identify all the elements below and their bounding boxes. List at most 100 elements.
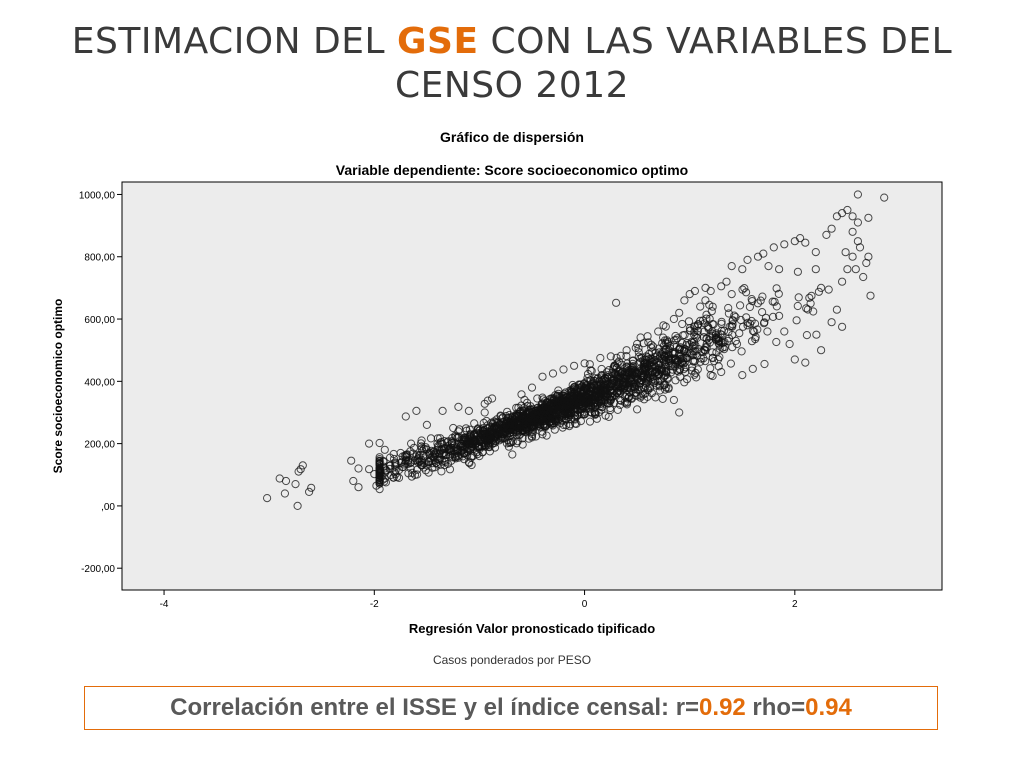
scatter-point	[698, 316, 708, 325]
scatter-point	[508, 450, 517, 459]
y-axis: 1000,00 800,00 600,00 400,00 200,00 ,00 -200,0…	[79, 190, 122, 575]
scatter-point	[426, 448, 435, 457]
scatter-point	[753, 299, 763, 308]
scatter-point	[859, 272, 868, 282]
scatter-point	[756, 296, 765, 305]
scatter-point	[459, 437, 468, 446]
scatter-point	[625, 384, 634, 393]
scatter-point	[354, 483, 363, 492]
scatter-point	[464, 458, 473, 467]
scatter-point	[443, 459, 452, 468]
scatter-point	[651, 393, 660, 402]
scatter-point	[606, 352, 615, 361]
scatter-point	[538, 430, 547, 439]
correlation-box: Correlación entre el ISSE y el índice ce…	[84, 686, 938, 730]
scatter-point	[580, 359, 589, 368]
scatter-point	[760, 359, 769, 369]
y-tick-label: 800,00	[84, 253, 115, 264]
scatter-point	[633, 405, 642, 414]
scatter-point	[758, 308, 767, 317]
scatter-point	[594, 408, 603, 417]
scatter-point	[801, 358, 810, 367]
scatter-point	[793, 301, 802, 311]
scatter-point	[415, 457, 424, 466]
scatter-point	[619, 374, 628, 383]
scatter-point	[512, 439, 521, 448]
scatter-point	[669, 395, 679, 405]
x-tick-label: -2	[370, 599, 379, 610]
scatter-point	[772, 284, 781, 293]
scatter-point	[679, 359, 688, 368]
scatter-point	[792, 316, 801, 325]
scatter-point	[747, 337, 757, 346]
scatter-point	[570, 414, 579, 423]
y-axis-label: Score socioeconomico optimo	[51, 299, 65, 474]
scatter-point	[632, 368, 641, 377]
scatter-point	[617, 369, 626, 378]
scatter-point	[616, 396, 626, 405]
scatter-point	[470, 419, 479, 428]
scatter-point	[365, 465, 374, 474]
scatter-point	[722, 277, 731, 286]
scatter-point	[620, 384, 629, 393]
scatter-point	[639, 383, 648, 392]
scatter-point	[441, 457, 450, 467]
scatter-points	[263, 190, 889, 510]
scatter-point	[478, 442, 487, 451]
scatter-point	[375, 465, 384, 474]
scatter-point	[817, 346, 826, 355]
scatter-point	[603, 399, 612, 408]
scatter-point	[631, 343, 640, 352]
scatter-point	[724, 303, 733, 313]
scatter-point	[772, 302, 781, 311]
scatter-point	[591, 374, 600, 383]
scatter-point	[673, 334, 682, 343]
x-tick-label: -4	[160, 599, 169, 610]
scatter-point	[802, 331, 812, 340]
scatter-point	[600, 387, 609, 397]
scatter-point	[586, 390, 595, 399]
scatter-point	[796, 234, 805, 243]
scatter-point	[806, 299, 815, 308]
scatter-point	[671, 331, 680, 341]
scatter-point	[291, 480, 300, 489]
scatter-point	[649, 342, 658, 351]
scatter-point	[687, 350, 697, 359]
scatter-point	[475, 426, 485, 435]
scatter-point	[480, 408, 489, 417]
scatter-point	[670, 349, 679, 358]
scatter-point	[622, 399, 631, 408]
scatter-point	[412, 406, 421, 415]
scatter-point	[680, 296, 689, 305]
y-tick-label: -200,00	[81, 564, 115, 575]
scatter-point	[864, 252, 873, 261]
scatter-point	[680, 346, 689, 355]
scatter-point	[675, 408, 684, 417]
scatter-point	[717, 367, 726, 377]
scatter-point	[508, 419, 517, 429]
scatter-point	[547, 399, 556, 409]
scatter-point	[475, 452, 484, 461]
scatter-point	[687, 349, 696, 358]
chart-title: Gráfico de dispersión	[440, 129, 584, 145]
scatter-point	[566, 386, 576, 395]
scatter-point	[880, 193, 889, 202]
x-axis: -4 -2 0 2	[160, 590, 798, 610]
scatter-point	[745, 302, 755, 312]
rho-label: rho=	[745, 694, 806, 721]
scatter-point	[622, 352, 631, 361]
scatter-point	[612, 353, 621, 362]
scatter-point	[469, 436, 478, 445]
scatter-point	[580, 410, 590, 419]
scatter-point	[496, 411, 505, 420]
scatter-point	[485, 447, 494, 456]
scatter-point	[575, 383, 584, 392]
scatter-point	[590, 377, 600, 386]
scatter-point	[736, 301, 745, 310]
scatter-point	[643, 332, 652, 341]
scatter-point	[827, 318, 836, 327]
scatter-point	[675, 308, 684, 317]
scatter-point	[675, 344, 684, 354]
scatter-point	[519, 422, 528, 432]
scatter-point	[380, 445, 389, 454]
